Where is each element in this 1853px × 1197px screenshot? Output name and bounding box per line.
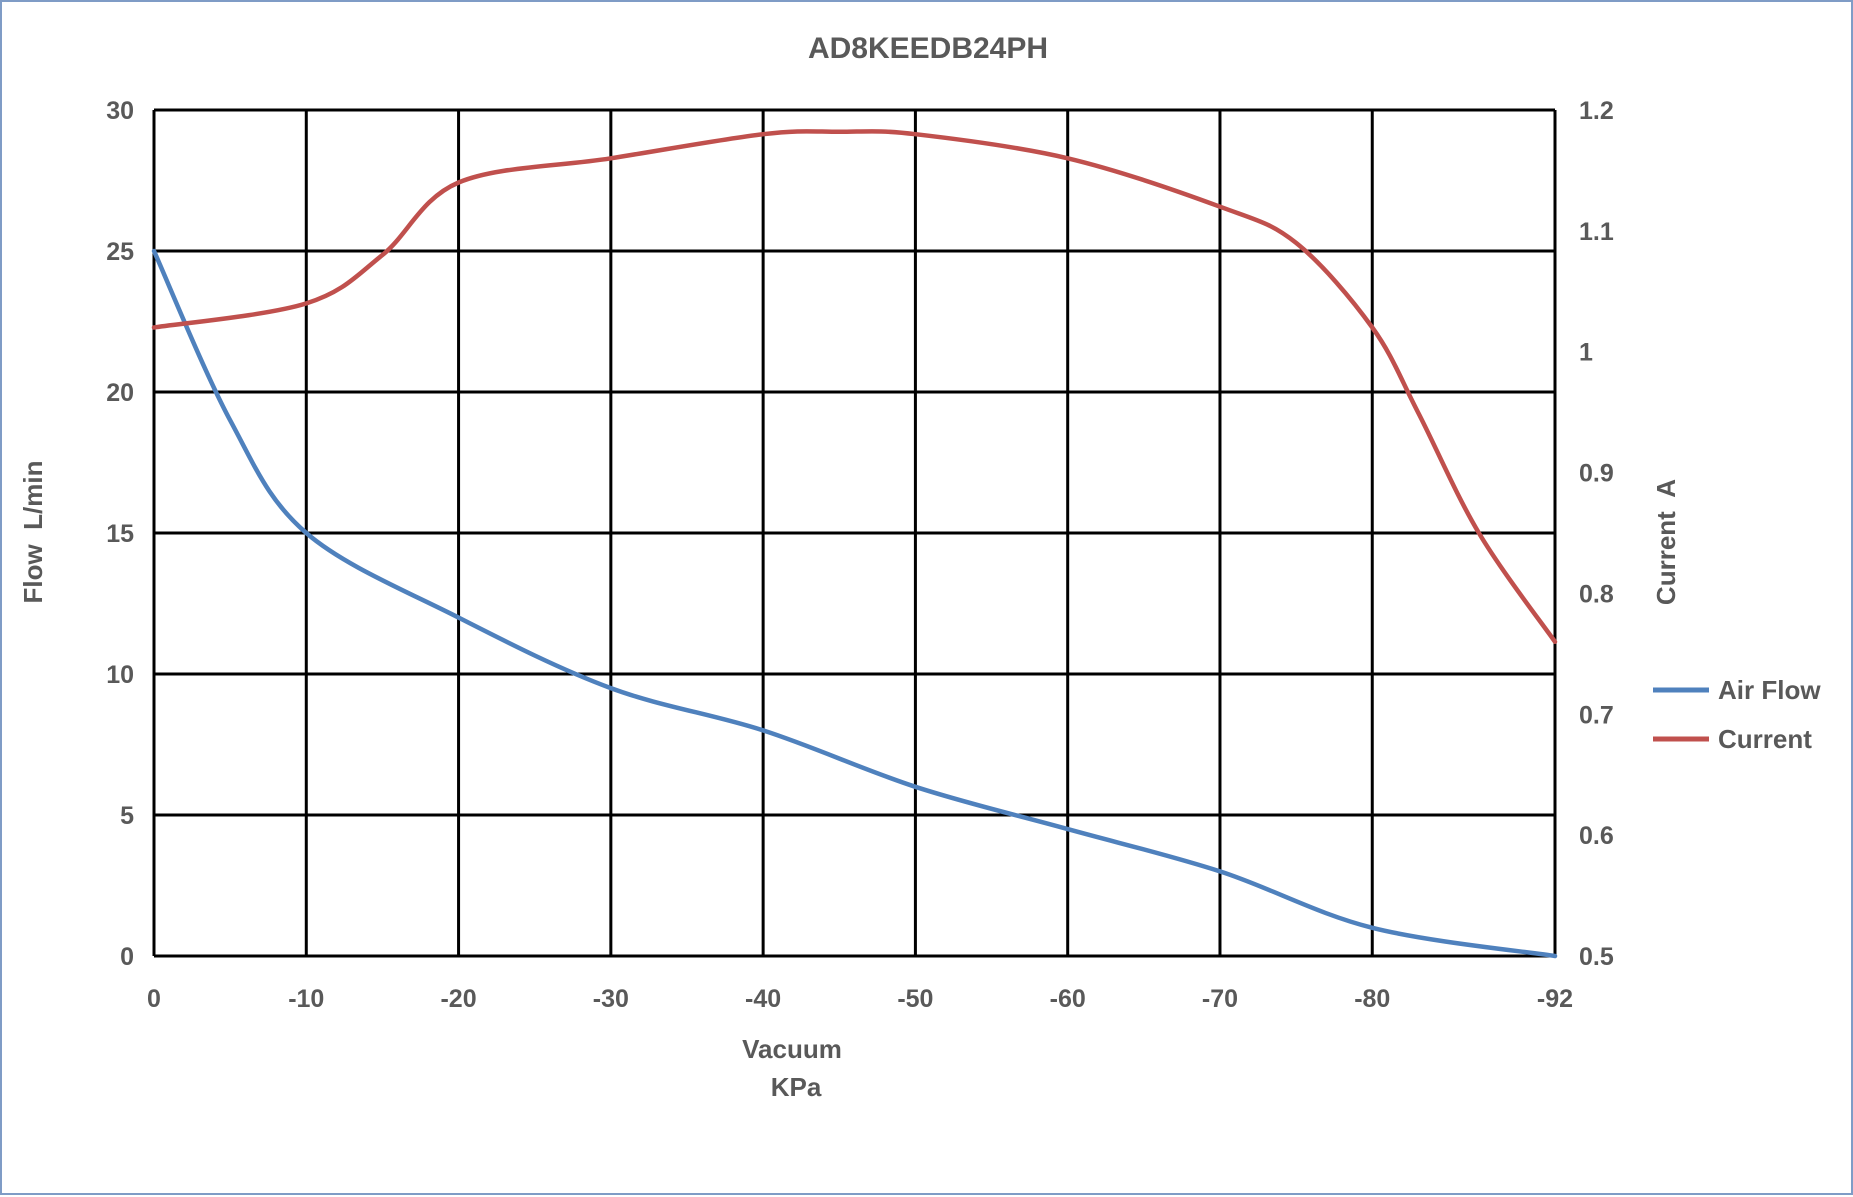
y-left-tick-label: 0 — [120, 943, 134, 971]
x-tick-label: -70 — [1202, 985, 1238, 1013]
series-lines — [151, 129, 1558, 959]
x-tick-label: -60 — [1050, 985, 1086, 1013]
y-left-tick-label: 30 — [106, 97, 134, 125]
y-right-tick-label: 0.8 — [1579, 580, 1614, 608]
x-tick-label: -10 — [288, 985, 324, 1013]
y-left-tick-label: 20 — [106, 379, 134, 407]
y-right-tick-label: 1.1 — [1579, 218, 1614, 246]
legend-label-air-flow: Air Flow — [1718, 675, 1821, 705]
legend-label-current: Current — [1718, 724, 1812, 754]
y-axis-left-label: Flow L/min — [18, 461, 48, 604]
y-left-tick-label: 15 — [106, 520, 134, 548]
y-left-tick-label: 25 — [106, 238, 134, 266]
x-tick-label: -92 — [1537, 985, 1573, 1013]
y-left-tick-label: 5 — [120, 802, 134, 830]
chart-title: AD8KEEDB24PH — [808, 32, 1048, 65]
x-axis-label-line-1: Vacuum — [742, 1034, 842, 1064]
y-right-tick-label: 1 — [1579, 339, 1593, 367]
series-line-air-flow — [151, 248, 1558, 959]
y-right-tick-label: 1.2 — [1579, 97, 1614, 125]
y-right-tick-label: 0.7 — [1579, 701, 1614, 729]
x-axis-label-line-2: KPa — [771, 1072, 822, 1102]
y-left-tick-label: 10 — [106, 661, 134, 689]
x-tick-label: -20 — [440, 985, 476, 1013]
x-tick-label: -80 — [1354, 985, 1390, 1013]
series-line-current — [151, 129, 1558, 645]
y-right-tick-label: 0.6 — [1579, 822, 1614, 850]
tick-labels: 0 5 10 15 20 25 30 0.5 0.6 0.7 0.8 0.9 1 1.1 1.2 0 -10 -2… — [106, 97, 1614, 1013]
x-tick-label: -30 — [593, 985, 629, 1013]
x-tick-label: -40 — [745, 985, 781, 1013]
y-right-tick-label: 0.5 — [1579, 943, 1614, 971]
x-tick-label: -50 — [897, 985, 933, 1013]
y-right-tick-label: 0.9 — [1579, 460, 1614, 488]
legend: Air Flow Current — [1653, 675, 1821, 754]
x-tick-label: 0 — [147, 985, 161, 1013]
grid-lines — [152, 108, 1557, 958]
y-axis-right-label: Current A — [1651, 479, 1681, 605]
